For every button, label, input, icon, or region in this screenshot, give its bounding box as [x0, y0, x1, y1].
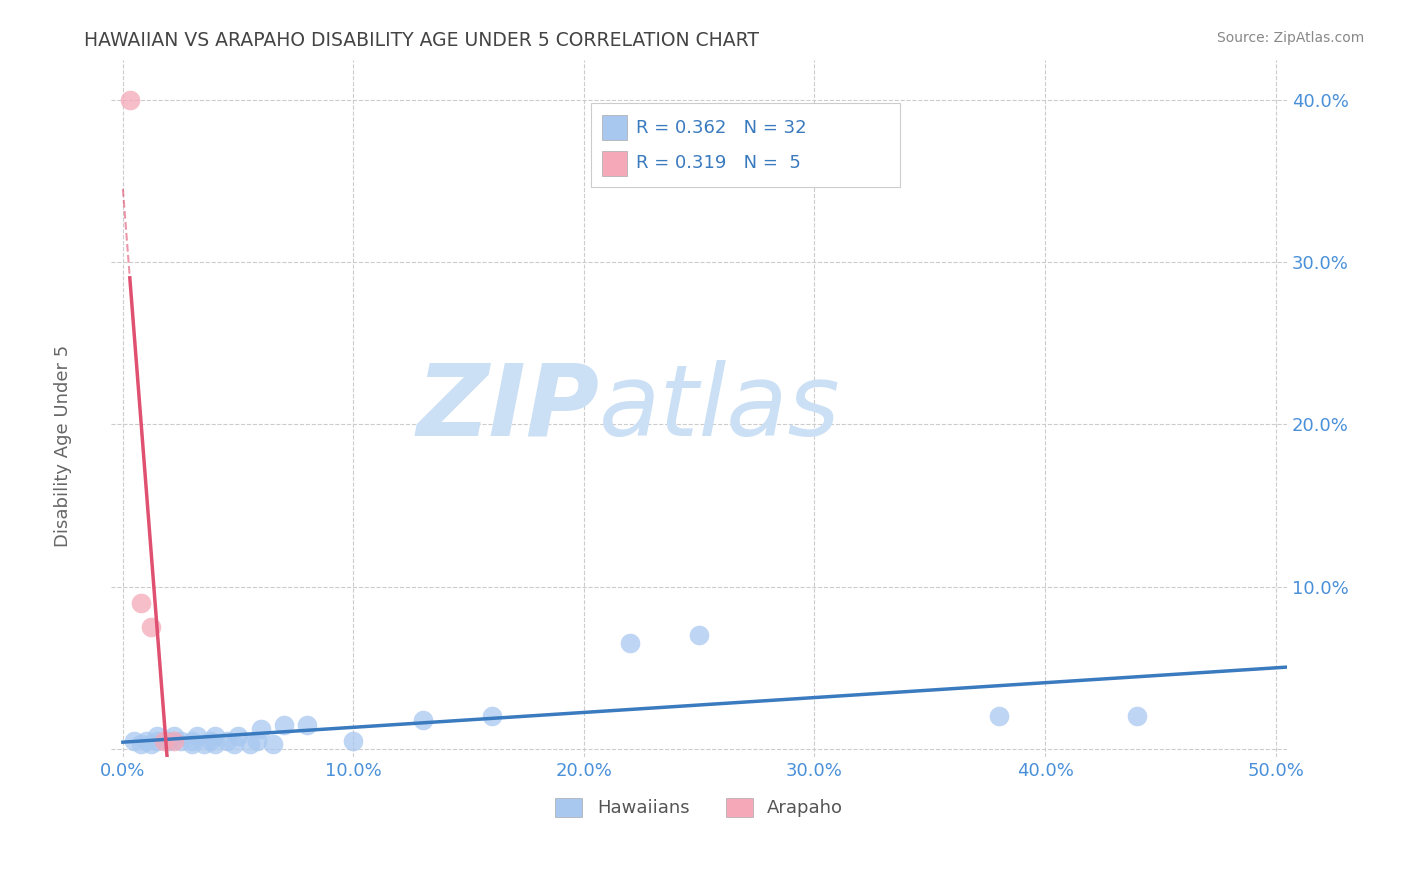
Point [157, 733, 180, 747]
Point [146, 733, 169, 747]
Point [987, 709, 1010, 723]
Point [153, 733, 176, 747]
Point [118, 93, 141, 107]
Point [169, 733, 191, 747]
Point [200, 733, 222, 747]
Point [342, 733, 364, 747]
Text: Disability Age Under 5: Disability Age Under 5 [55, 345, 72, 547]
Point [162, 733, 184, 747]
Point [139, 620, 162, 634]
Text: atlas: atlas [599, 359, 841, 457]
Text: R = 0.319   N =  5: R = 0.319 N = 5 [636, 154, 800, 172]
Text: Source: ZipAtlas.com: Source: ZipAtlas.com [1216, 31, 1364, 45]
Point [262, 737, 284, 751]
Point [619, 636, 641, 650]
Point [181, 737, 204, 751]
Point [204, 729, 226, 743]
Point [124, 733, 146, 747]
Point [412, 713, 434, 727]
Point [1126, 709, 1149, 723]
Text: R = 0.362   N = 32: R = 0.362 N = 32 [636, 119, 806, 136]
Point [250, 723, 273, 737]
Point [139, 737, 162, 751]
Point [215, 733, 238, 747]
Point [688, 628, 710, 642]
Point [222, 737, 245, 751]
Point [146, 729, 169, 743]
Legend: Hawaiians, Arapaho: Hawaiians, Arapaho [548, 791, 851, 824]
Point [131, 596, 153, 610]
Point [181, 733, 204, 747]
Point [135, 733, 157, 747]
Point [204, 737, 226, 751]
Point [186, 729, 208, 743]
Point [297, 717, 319, 731]
Point [481, 709, 503, 723]
Point [246, 733, 269, 747]
Point [193, 737, 215, 751]
Text: HAWAIIAN VS ARAPAHO DISABILITY AGE UNDER 5 CORRELATION CHART: HAWAIIAN VS ARAPAHO DISABILITY AGE UNDER… [84, 31, 759, 50]
Point [162, 729, 184, 743]
Text: ZIP: ZIP [416, 359, 599, 457]
Point [239, 737, 262, 751]
Point [226, 729, 249, 743]
Point [273, 717, 295, 731]
Point [131, 737, 153, 751]
